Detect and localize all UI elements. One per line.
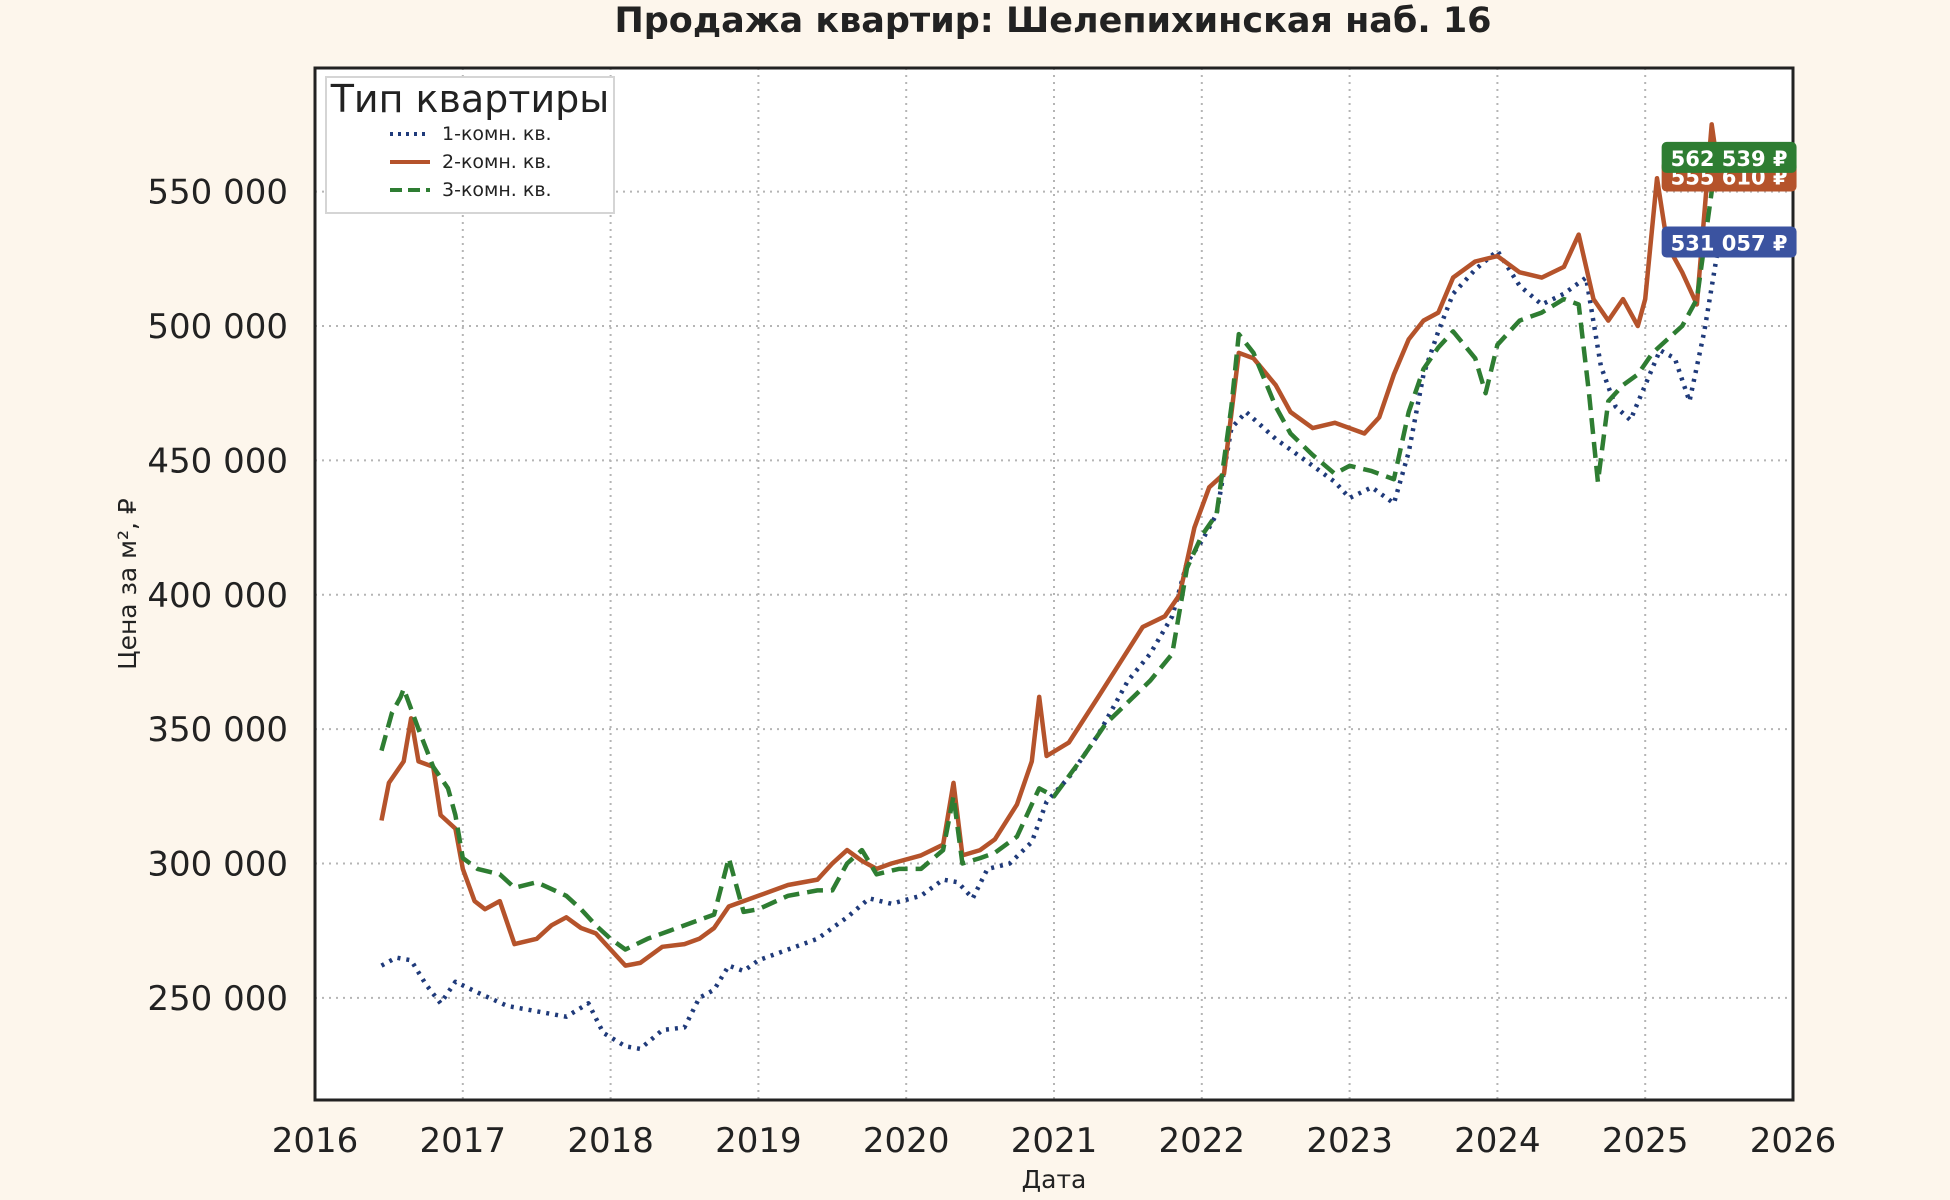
plot-area <box>315 68 1793 1100</box>
y-axis-label: Цена за м², ₽ <box>113 498 142 670</box>
end-label-3: 562 539 ₽ <box>1661 141 1797 173</box>
y-tick-label: 400 000 <box>147 576 288 616</box>
series-lines <box>379 122 1722 1052</box>
end-label-badge <box>1661 226 1797 258</box>
series-line-2 <box>379 122 1722 968</box>
x-tick-label: 2022 <box>1159 1121 1246 1161</box>
plot-frame <box>313 66 1795 1102</box>
x-tick-label: 2023 <box>1306 1121 1393 1161</box>
x-tick-label: 2025 <box>1602 1121 1689 1161</box>
x-tick-label: 2020 <box>863 1121 950 1161</box>
legend: Тип квартиры 1-комн. кв. 2-комн. кв. 3-ком… <box>325 76 615 214</box>
series-line-3 <box>379 157 1722 952</box>
end-label-text: 562 539 ₽ <box>1671 147 1788 171</box>
x-tick-label: 2026 <box>1750 1121 1837 1161</box>
y-tick-label: 350 000 <box>147 710 288 750</box>
legend-entry-label: 1-комн. кв. <box>442 123 552 145</box>
y-tick-label: 450 000 <box>147 441 288 481</box>
end-label-text: 531 057 ₽ <box>1671 232 1788 256</box>
x-axis-label: Дата <box>1022 1165 1087 1194</box>
x-tick-label: 2019 <box>715 1121 802 1161</box>
y-tick-label: 500 000 <box>147 307 288 347</box>
y-axis-ticks: 250 000 300 000 350 000 400 000 450 000 500 0… <box>147 173 288 1019</box>
chart-title: Продажа квартир: Шелепихинская наб. 16 <box>614 1 1491 41</box>
y-tick-label: 250 000 <box>147 979 288 1019</box>
end-label-badge <box>1661 141 1797 173</box>
x-tick-label: 2017 <box>420 1121 507 1161</box>
x-tick-label: 2016 <box>272 1121 359 1161</box>
end-value-badges: 531 057 ₽555 610 ₽562 539 ₽ <box>1661 141 1797 258</box>
y-tick-label: 550 000 <box>147 173 288 213</box>
legend-entry-label: 3-комн. кв. <box>442 179 552 201</box>
legend-title: Тип квартиры <box>330 77 610 121</box>
x-tick-label: 2021 <box>1011 1121 1098 1161</box>
x-tick-label: 2018 <box>567 1121 654 1161</box>
end-label-1: 531 057 ₽ <box>1661 226 1797 258</box>
legend-box <box>325 76 615 214</box>
x-axis-ticks: 2016 2017 2018 2019 2020 2021 2022 2023 2024 2025… <box>272 1121 1837 1161</box>
x-tick-label: 2024 <box>1454 1121 1541 1161</box>
y-tick-label: 300 000 <box>147 845 288 885</box>
legend-entry-label: 2-комн. кв. <box>442 151 552 173</box>
